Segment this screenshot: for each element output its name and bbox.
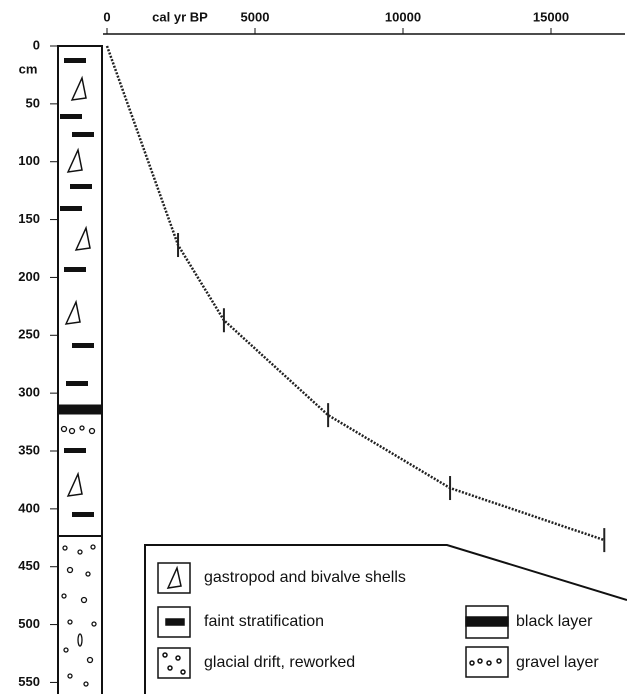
strat-column: [57, 45, 103, 694]
legend-box: [144, 544, 627, 694]
y-tick-label: 500: [18, 616, 40, 631]
y-tick-label: 550: [18, 674, 40, 689]
y-tick-label: 300: [18, 385, 40, 400]
y-tick-label: 450: [18, 558, 40, 573]
y-tick-label: 100: [18, 153, 40, 168]
x-tick-label: 0: [103, 9, 110, 24]
y-tick-label: 0: [33, 37, 40, 52]
y-tick-label: 400: [18, 500, 40, 515]
age-depth-line: [105, 45, 605, 542]
legend-label: gravel layer: [516, 654, 599, 671]
x-tick-label: 10000: [385, 9, 421, 24]
x-axis-label: cal yr BP: [152, 9, 208, 24]
legend-label: glacial drift, reworked: [204, 654, 355, 671]
legend-icons: [157, 562, 509, 679]
y-tick-label: 50: [26, 95, 40, 110]
x-tick-label: 15000: [533, 9, 569, 24]
legend-label: gastropod and bivalve shells: [204, 569, 406, 586]
y-unit-label: cm: [19, 61, 38, 76]
legend-label: black layer: [516, 613, 593, 630]
legend-label: faint stratification: [204, 613, 324, 630]
y-tick-label: 250: [18, 327, 40, 342]
x-tick-label: 5000: [241, 9, 270, 24]
y-tick-label: 350: [18, 442, 40, 457]
y-tick-label: 200: [18, 269, 40, 284]
y-tick-label: 150: [18, 211, 40, 226]
